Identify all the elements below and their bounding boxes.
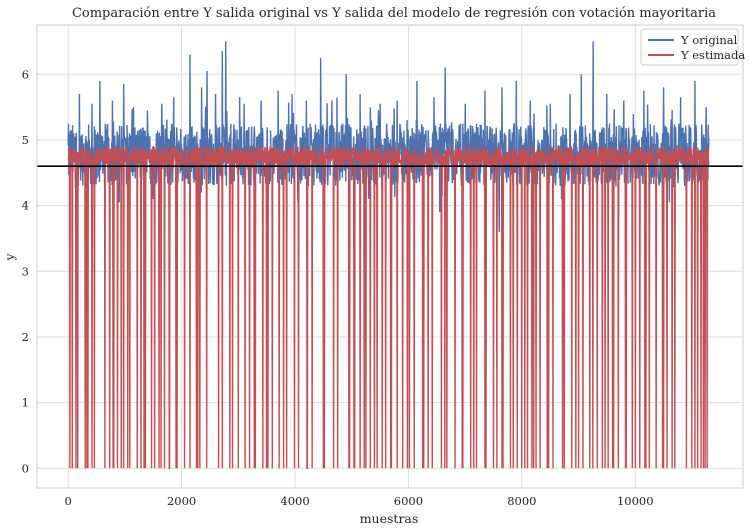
plot-series — [67, 41, 710, 469]
x-tick-label: 2000 — [167, 494, 196, 508]
y-axis-label: y — [2, 253, 17, 262]
x-tick-label: 0 — [65, 494, 72, 508]
axis-ticks: 0 2000 4000 6000 8000 10000 0 1 2 3 4 5 6 — [22, 67, 654, 508]
y-tick-label: 0 — [22, 461, 29, 475]
x-tick-label: 8000 — [507, 494, 536, 508]
y-tick-label: 3 — [22, 264, 29, 278]
x-axis-label: muestras — [360, 511, 419, 526]
y-tick-label: 1 — [22, 396, 29, 410]
y-tick-label: 5 — [22, 133, 29, 147]
y-tick-label: 2 — [22, 330, 29, 344]
legend-label: Y estimada — [680, 48, 745, 62]
plot-frame — [36, 24, 744, 489]
y-tick-label: 4 — [22, 199, 29, 213]
x-tick-label: 4000 — [280, 494, 309, 508]
y-tick-label: 6 — [22, 67, 29, 81]
chart-title: Comparación entre Y salida original vs Y… — [72, 6, 716, 21]
x-tick-label: 6000 — [394, 494, 423, 508]
series-y-estimada-line — [67, 145, 710, 469]
x-tick-label: 10000 — [617, 494, 654, 508]
legend-label: Y original — [680, 33, 738, 47]
